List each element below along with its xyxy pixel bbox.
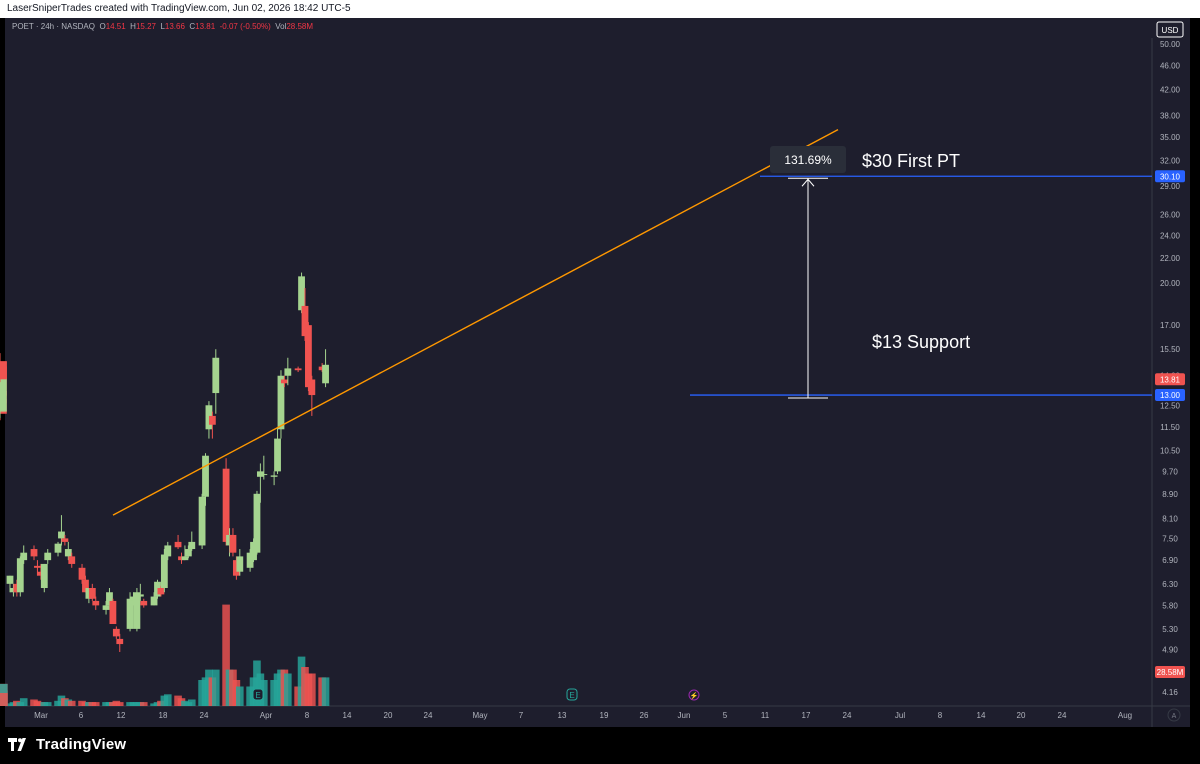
legend-change: -0.07 (-0.50%) — [219, 22, 271, 31]
legend-volume: 28.58M — [286, 22, 314, 31]
attribution-text: LaserSniperTrades created with TradingVi… — [7, 3, 351, 14]
legend-symbol: POET · 24h · NASDAQ — [12, 22, 95, 31]
legend-volume-label: Vol — [275, 22, 287, 31]
symbol-legend: POET · 24h · NASDAQ O14.51 H15.27 L13.66… — [12, 22, 313, 31]
legend-high-label: H — [130, 22, 136, 31]
legend-close-label: C — [189, 22, 196, 31]
attribution-bar: LaserSniperTrades created with TradingVi… — [0, 0, 1200, 18]
legend-open-label: O — [99, 22, 106, 31]
tradingview-logo-text: TradingView — [36, 736, 127, 753]
chart-panel[interactable] — [5, 18, 1190, 727]
legend-low: 13.66 — [164, 22, 185, 31]
tradingview-logo[interactable]: TradingView — [8, 736, 126, 753]
legend-close: 13.81 — [195, 22, 216, 31]
tradingview-logo-icon — [8, 738, 26, 751]
legend-low-label: L — [160, 22, 165, 31]
legend-open: 14.51 — [105, 22, 126, 31]
legend-high: 15.27 — [135, 22, 156, 31]
footer-bar — [0, 727, 1200, 764]
